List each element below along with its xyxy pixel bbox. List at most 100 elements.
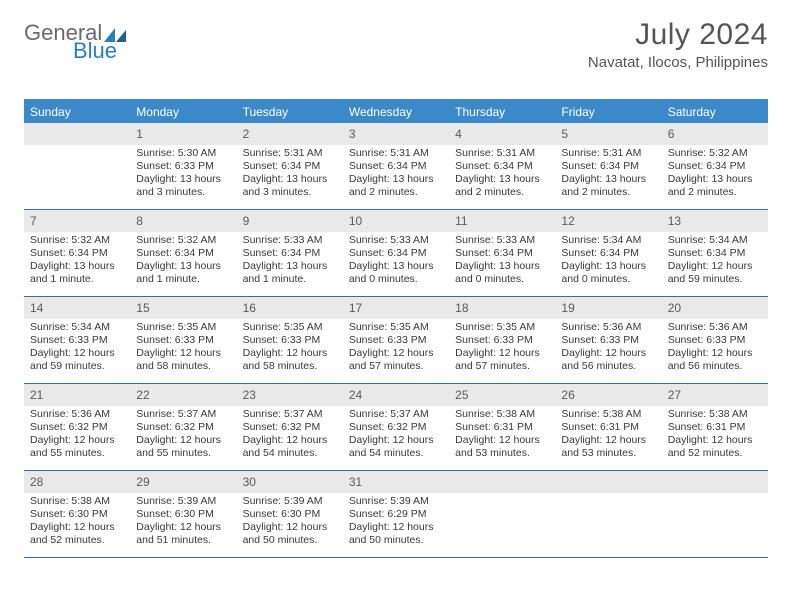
day-info: Sunrise: 5:37 AMSunset: 6:32 PMDaylight:… xyxy=(136,408,230,461)
sunrise-text: Sunrise: 5:30 AM xyxy=(136,147,230,160)
daynum-row: 2 xyxy=(237,123,343,145)
day-info: Sunrise: 5:31 AMSunset: 6:34 PMDaylight:… xyxy=(349,147,443,200)
day-cell: 13Sunrise: 5:34 AMSunset: 6:34 PMDayligh… xyxy=(662,210,768,296)
sunset-text: Sunset: 6:33 PM xyxy=(455,334,549,347)
daynum-row: 29 xyxy=(130,471,236,493)
day-number: 31 xyxy=(349,475,362,489)
day-info: Sunrise: 5:30 AMSunset: 6:33 PMDaylight:… xyxy=(136,147,230,200)
day-number: 15 xyxy=(136,301,149,315)
day-cell: 26Sunrise: 5:38 AMSunset: 6:31 PMDayligh… xyxy=(555,384,661,470)
day-cell: 6Sunrise: 5:32 AMSunset: 6:34 PMDaylight… xyxy=(662,123,768,209)
day-info: Sunrise: 5:38 AMSunset: 6:31 PMDaylight:… xyxy=(455,408,549,461)
sunrise-text: Sunrise: 5:37 AM xyxy=(349,408,443,421)
header: General July 2024 Navatat, Ilocos, Phili… xyxy=(24,18,768,71)
daylight-text: Daylight: 13 hours and 2 minutes. xyxy=(349,173,443,199)
day-cell: 5 Sunrise: 5:31 AMSunset: 6:34 PMDaylight… xyxy=(555,123,661,209)
sunset-text: Sunset: 6:34 PM xyxy=(455,247,549,260)
day-info: Sunrise: 5:34 AMSunset: 6:34 PMDaylight:… xyxy=(561,234,655,287)
day-info: Sunrise: 5:37 AMSunset: 6:32 PMDaylight:… xyxy=(349,408,443,461)
day-number: 9 xyxy=(243,214,250,228)
sunset-text: Sunset: 6:34 PM xyxy=(30,247,124,260)
day-cell: 2Sunrise: 5:31 AMSunset: 6:34 PMDaylight… xyxy=(237,123,343,209)
sunrise-text: Sunrise: 5:38 AM xyxy=(455,408,549,421)
daylight-text: Daylight: 12 hours and 55 minutes. xyxy=(136,434,230,460)
day-info: Sunrise: 5:32 AMSunset: 6:34 PMDaylight:… xyxy=(136,234,230,287)
day-number: 7 xyxy=(30,214,37,228)
daylight-text: Daylight: 13 hours and 0 minutes. xyxy=(561,260,655,286)
day-cell: 22Sunrise: 5:37 AMSunset: 6:32 PMDayligh… xyxy=(130,384,236,470)
week-row: 28Sunrise: 5:38 AMSunset: 6:30 PMDayligh… xyxy=(24,471,768,558)
day-cell: 11 Sunrise: 5:33 AMSunset: 6:34 PMDayligh… xyxy=(449,210,555,296)
day-number: 1 xyxy=(136,127,143,141)
week-row: 7Sunrise: 5:32 AMSunset: 6:34 PMDaylight… xyxy=(24,210,768,297)
day-info: Sunrise: 5:38 AMSunset: 6:31 PMDaylight:… xyxy=(668,408,762,461)
daylight-text: Daylight: 12 hours and 59 minutes. xyxy=(30,347,124,373)
daylight-text: Daylight: 12 hours and 52 minutes. xyxy=(668,434,762,460)
daylight-text: Daylight: 12 hours and 54 minutes. xyxy=(349,434,443,460)
sunrise-text: Sunrise: 5:32 AM xyxy=(136,234,230,247)
day-cell: 28Sunrise: 5:38 AMSunset: 6:30 PMDayligh… xyxy=(24,471,130,557)
day-number: 5 xyxy=(561,127,568,141)
sunset-text: Sunset: 6:31 PM xyxy=(455,421,549,434)
daylight-text: Daylight: 12 hours and 50 minutes. xyxy=(243,521,337,547)
daynum-row: 19 xyxy=(555,297,661,319)
daynum-row: 3 xyxy=(343,123,449,145)
sunset-text: Sunset: 6:34 PM xyxy=(561,160,655,173)
daylight-text: Daylight: 12 hours and 57 minutes. xyxy=(349,347,443,373)
day-number: 29 xyxy=(136,475,149,489)
sunrise-text: Sunrise: 5:37 AM xyxy=(136,408,230,421)
sunrise-text: Sunrise: 5:32 AM xyxy=(30,234,124,247)
sunrise-text: Sunrise: 5:35 AM xyxy=(136,321,230,334)
daynum-row: 14 xyxy=(24,297,130,319)
day-number: 12 xyxy=(561,214,574,228)
daylight-text: Daylight: 12 hours and 55 minutes. xyxy=(30,434,124,460)
sunrise-text: Sunrise: 5:31 AM xyxy=(349,147,443,160)
day-number: 10 xyxy=(349,214,362,228)
day-info: Sunrise: 5:34 AMSunset: 6:34 PMDaylight:… xyxy=(668,234,762,287)
sunrise-text: Sunrise: 5:37 AM xyxy=(243,408,337,421)
day-cell: 21Sunrise: 5:36 AMSunset: 6:32 PMDayligh… xyxy=(24,384,130,470)
daynum-row: 12 xyxy=(555,210,661,232)
daynum-row: 25 xyxy=(449,384,555,406)
daylight-text: Daylight: 13 hours and 0 minutes. xyxy=(349,260,443,286)
sunset-text: Sunset: 6:30 PM xyxy=(243,508,337,521)
sunset-text: Sunset: 6:34 PM xyxy=(243,160,337,173)
day-cell: 18Sunrise: 5:35 AMSunset: 6:33 PMDayligh… xyxy=(449,297,555,383)
sunset-text: Sunset: 6:33 PM xyxy=(30,334,124,347)
daynum-row: 13 xyxy=(662,210,768,232)
daynum-row: . xyxy=(449,471,555,493)
daylight-text: Daylight: 12 hours and 58 minutes. xyxy=(136,347,230,373)
day-info: Sunrise: 5:39 AMSunset: 6:29 PMDaylight:… xyxy=(349,495,443,548)
day-info: Sunrise: 5:32 AMSunset: 6:34 PMDaylight:… xyxy=(668,147,762,200)
day-cell: 15Sunrise: 5:35 AMSunset: 6:33 PMDayligh… xyxy=(130,297,236,383)
day-info: Sunrise: 5:31 AMSunset: 6:34 PMDaylight:… xyxy=(455,147,549,200)
sunrise-text: Sunrise: 5:34 AM xyxy=(561,234,655,247)
daynum-row: . xyxy=(24,123,130,145)
sunrise-text: Sunrise: 5:33 AM xyxy=(455,234,549,247)
sunset-text: Sunset: 6:34 PM xyxy=(349,160,443,173)
day-cell: 12 Sunrise: 5:34 AMSunset: 6:34 PMDayligh… xyxy=(555,210,661,296)
brand-part2: Blue xyxy=(73,38,117,63)
day-cell: 20Sunrise: 5:36 AMSunset: 6:33 PMDayligh… xyxy=(662,297,768,383)
day-cell: 17Sunrise: 5:35 AMSunset: 6:33 PMDayligh… xyxy=(343,297,449,383)
daynum-row: 4 xyxy=(449,123,555,145)
sunset-text: Sunset: 6:33 PM xyxy=(668,334,762,347)
day-number: 30 xyxy=(243,475,256,489)
day-cell: 29 Sunrise: 5:39 AMSunset: 6:30 PMDayligh… xyxy=(130,471,236,557)
day-number: 11 xyxy=(455,214,467,228)
daynum-row: 5 xyxy=(555,123,661,145)
day-info: Sunrise: 5:39 AMSunset: 6:30 PMDaylight:… xyxy=(136,495,230,548)
day-number: 25 xyxy=(455,388,468,402)
daynum-row: 10 xyxy=(343,210,449,232)
day-number: 14 xyxy=(30,301,43,315)
week-row: 14Sunrise: 5:34 AMSunset: 6:33 PMDayligh… xyxy=(24,297,768,384)
dow-tue: Tuesday xyxy=(237,99,343,123)
sunset-text: Sunset: 6:33 PM xyxy=(136,160,230,173)
daynum-row: 7 xyxy=(24,210,130,232)
daynum-row: 26 xyxy=(555,384,661,406)
daylight-text: Daylight: 12 hours and 56 minutes. xyxy=(668,347,762,373)
day-info: Sunrise: 5:32 AMSunset: 6:34 PMDaylight:… xyxy=(30,234,124,287)
day-info: Sunrise: 5:31 AMSunset: 6:34 PMDaylight:… xyxy=(561,147,655,200)
dow-fri: Friday xyxy=(555,99,661,123)
daylight-text: Daylight: 13 hours and 0 minutes. xyxy=(455,260,549,286)
